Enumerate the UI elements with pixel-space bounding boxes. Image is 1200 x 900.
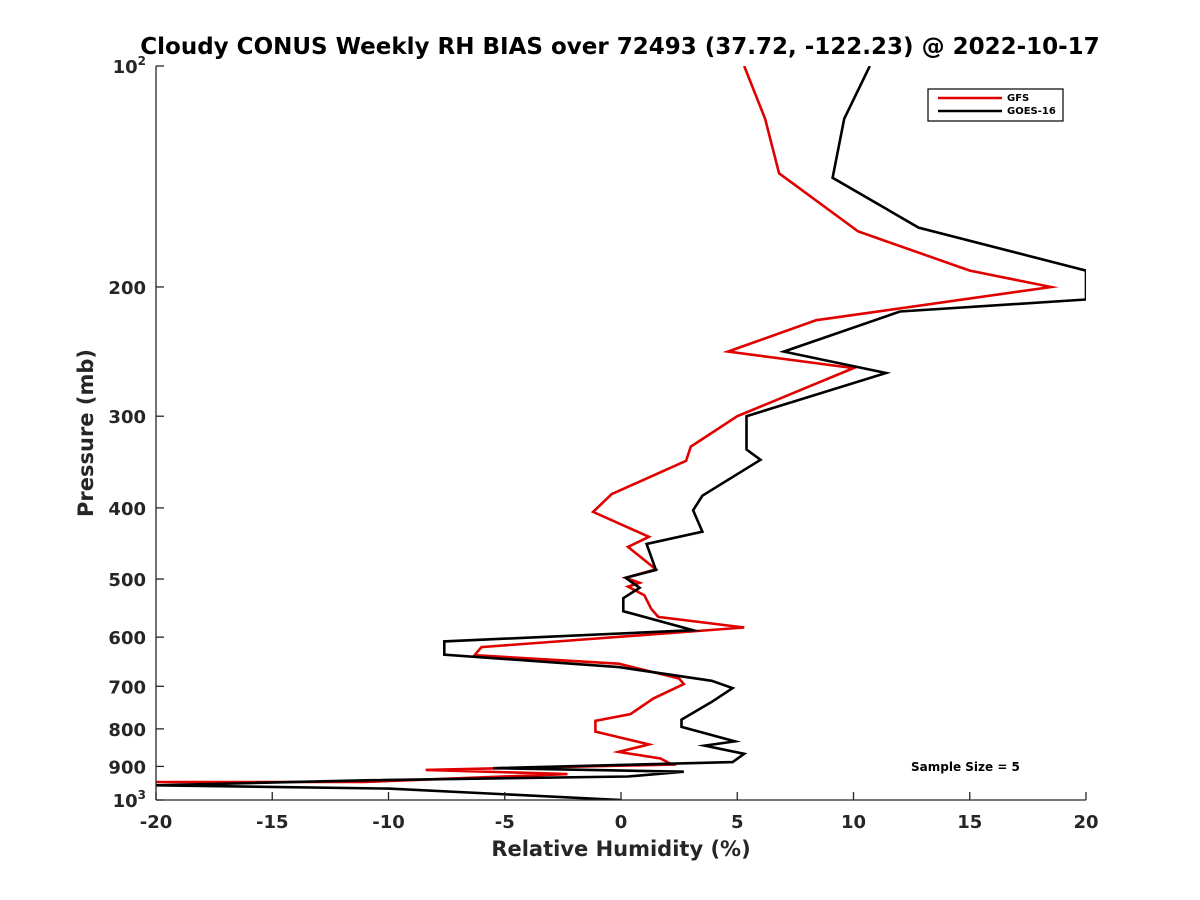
y-tick-label: 700 <box>108 677 146 698</box>
legend-label-goes16: GOES-16 <box>1007 106 1056 117</box>
sample-size-annotation: Sample Size = 5 <box>911 760 1020 774</box>
x-tick-label: 10 <box>841 812 866 833</box>
y-tick-label: 200 <box>108 278 146 299</box>
y-tick-label: 500 <box>108 570 146 591</box>
y-tick-label: 400 <box>108 499 146 520</box>
series-group <box>156 66 1086 800</box>
series-line-goes16 <box>156 66 1086 800</box>
x-tick-label: -5 <box>495 812 515 833</box>
y-axis-label: Pressure (mb) <box>74 349 98 517</box>
legend: GFS GOES-16 <box>927 88 1064 122</box>
x-tick-label: -15 <box>256 812 289 833</box>
series-line-gfs <box>156 66 1059 784</box>
legend-box <box>927 88 1064 122</box>
y-tick-label: 102 <box>113 54 146 78</box>
x-tick-label: 0 <box>615 812 628 833</box>
x-tick-label: 15 <box>957 812 982 833</box>
legend-label-gfs: GFS <box>1007 93 1029 104</box>
x-tick-label: 5 <box>731 812 744 833</box>
y-tick-label: 900 <box>108 757 146 778</box>
x-axis-label: Relative Humidity (%) <box>491 837 750 861</box>
x-tick-label: -20 <box>140 812 173 833</box>
y-tick-label: 300 <box>108 407 146 428</box>
y-tick-label: 103 <box>113 788 146 812</box>
x-tick-label: -10 <box>372 812 405 833</box>
y-tick-label: 800 <box>108 720 146 741</box>
x-tick-label: 20 <box>1073 812 1098 833</box>
ticks-group: -20 -15 -10 -5 0 5 10 15 20 102 200 300 400 500 600 700… <box>108 54 1098 833</box>
chart-title: Cloudy CONUS Weekly RH BIAS over 72493 (… <box>140 34 1099 60</box>
y-tick-label: 600 <box>108 628 146 649</box>
